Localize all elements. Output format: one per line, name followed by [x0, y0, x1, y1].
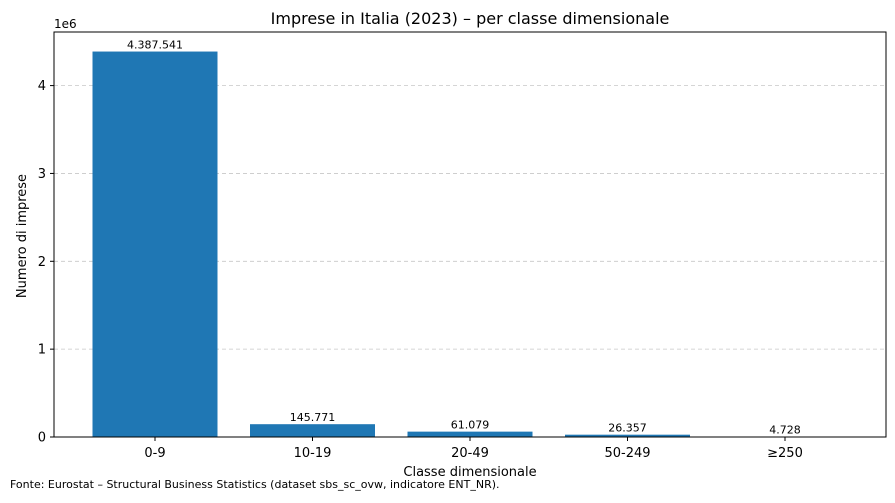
x-tick-label: 50-249 [604, 446, 650, 461]
bar-10-19 [250, 424, 375, 437]
bar-value-label: 4.387.541 [127, 39, 183, 52]
plot-area-frame [53, 31, 887, 438]
bar-value-label: 4.728 [769, 424, 801, 437]
y-scale-label: 1e6 [54, 17, 77, 31]
x-axis-label: Classe dimensionale [403, 465, 536, 480]
bar-20-49 [407, 431, 533, 437]
y-tick-label: 4 [38, 79, 46, 94]
y-axis-label: Numero di imprese [15, 174, 30, 298]
y-tick-label: 0 [38, 431, 46, 446]
bar-value-label: 145.771 [290, 411, 336, 424]
x-tick-label: 20-49 [451, 446, 489, 461]
source-note: Fonte: Eurostat – Structural Business St… [10, 478, 500, 491]
x-tick-label: 10-19 [294, 446, 332, 461]
x-tick-label: 0-9 [144, 446, 165, 461]
bar-50-249 [565, 434, 690, 437]
bar-value-label: 26.357 [608, 422, 647, 435]
x-tick-label: ≥250 [767, 446, 803, 461]
bar-value-label: 61.079 [451, 419, 490, 432]
chart-title: Imprese in Italia (2023) – per classe di… [271, 9, 670, 28]
bar-0-9 [92, 51, 218, 437]
y-tick-label: 3 [38, 167, 46, 182]
y-tick-label: 2 [38, 255, 46, 270]
y-tick-label: 1 [38, 343, 46, 358]
